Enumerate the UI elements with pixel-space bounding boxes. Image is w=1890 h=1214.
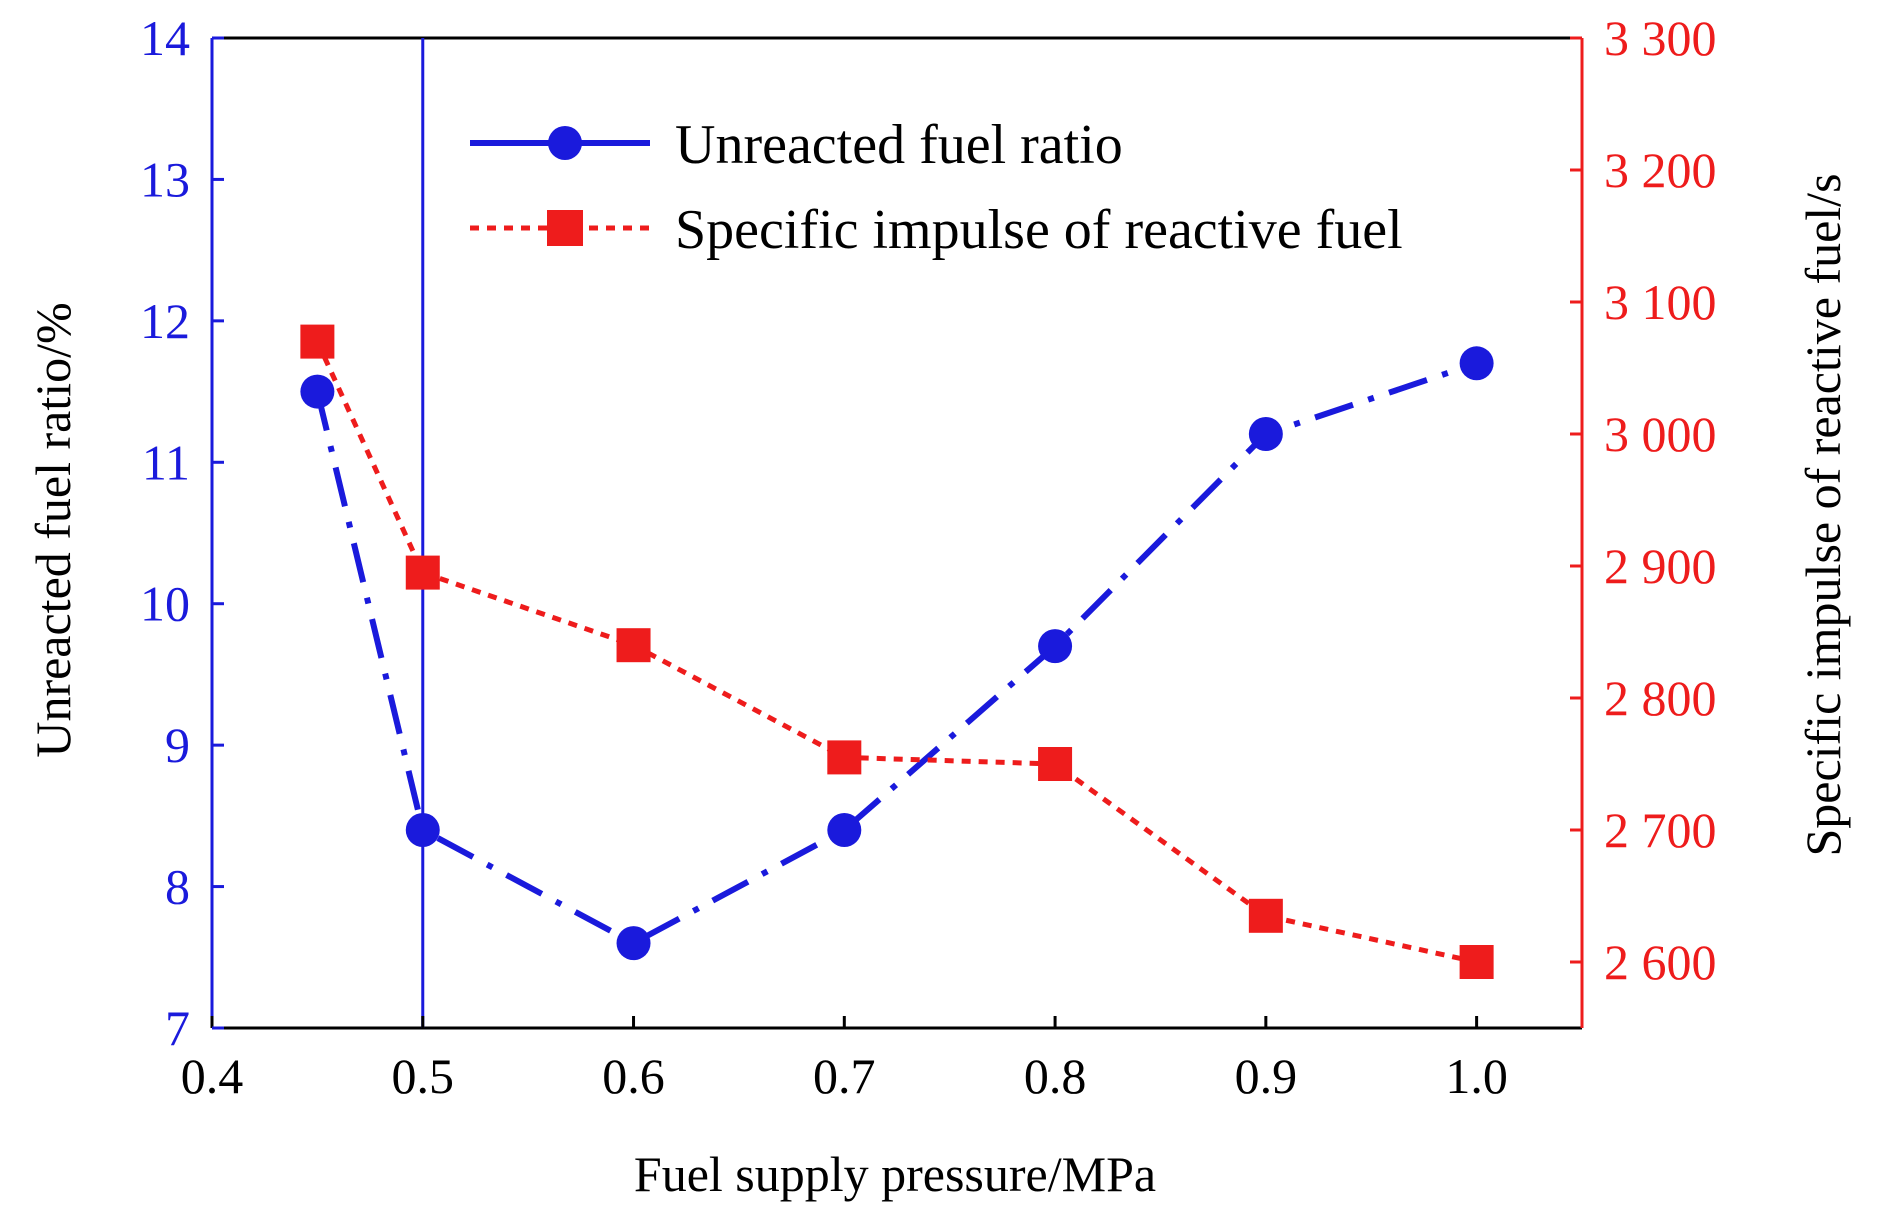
y-right-tick-label: 3 100	[1604, 274, 1717, 330]
data-point-square	[1038, 747, 1073, 781]
legend-label-unreacted: Unreacted fuel ratio	[675, 114, 1123, 176]
data-point-circle	[616, 926, 651, 961]
y-left-tick-label: 13	[140, 151, 190, 207]
y-left-tick-label: 11	[142, 434, 190, 490]
data-point-square	[616, 628, 651, 663]
x-tick-label: 0.5	[392, 1048, 455, 1104]
plot-frame	[210, 36, 1584, 1030]
y-left-tick-label: 12	[140, 293, 190, 349]
x-tick-label: 0.4	[181, 1048, 244, 1104]
y-left-tick-label: 14	[140, 10, 190, 66]
legend-label-specific-impulse: Specific impulse of reactive fuel	[675, 199, 1403, 261]
y-left-tick-label: 10	[140, 576, 190, 632]
y-left-tick-label: 8	[165, 859, 190, 915]
series-layer	[300, 324, 1494, 979]
data-point-square	[405, 555, 440, 590]
legend: Unreacted fuel ratio Specific impulse of…	[470, 114, 1403, 261]
data-point-square	[1248, 898, 1283, 933]
data-point-square	[827, 740, 862, 775]
y-right-tick-label: 2 900	[1604, 538, 1717, 594]
data-point-circle	[1459, 346, 1494, 381]
x-tick-label: 0.6	[602, 1048, 665, 1104]
y-left-tick-label: 7	[165, 1000, 190, 1056]
x-axis-title: Fuel supply pressure/MPa	[634, 1146, 1156, 1202]
data-point-circle	[405, 813, 440, 847]
series-line-0	[314, 360, 1478, 947]
data-point-circle	[827, 813, 862, 847]
y-right-tick-label: 2 600	[1604, 934, 1717, 990]
data-point-circle	[300, 374, 335, 409]
y-right-tick-label: 2 700	[1604, 802, 1717, 858]
data-point-circle	[1248, 417, 1283, 451]
data-point-circle	[1038, 629, 1073, 664]
ticks-layer: 0.4 0.5 0.6 0.7 0.8 0.9 1.0 7 8 9 10 11 12 13 14 2 600 2…	[140, 10, 1717, 1104]
x-tick-label: 1.0	[1445, 1048, 1508, 1104]
data-point-square	[300, 324, 335, 359]
y-left-tick-label: 9	[165, 717, 190, 773]
data-point-square	[1459, 945, 1494, 979]
y-axis-left-title: Unreacted fuel ratio/%	[25, 302, 81, 757]
y-axis-right-title: Specific impulse of reactive fuel/s	[1795, 173, 1851, 856]
x-tick-label: 0.7	[813, 1048, 876, 1104]
y-right-tick-label: 2 800	[1604, 670, 1717, 726]
legend-marker-specific-impulse	[547, 210, 583, 246]
x-tick-label: 0.8	[1024, 1048, 1087, 1104]
y-right-tick-label: 3 300	[1604, 10, 1717, 66]
legend-marker-unreacted	[548, 126, 582, 160]
y-right-tick-label: 3 200	[1604, 142, 1717, 198]
y-right-tick-label: 3 000	[1604, 406, 1717, 462]
x-tick-label: 0.9	[1235, 1048, 1298, 1104]
